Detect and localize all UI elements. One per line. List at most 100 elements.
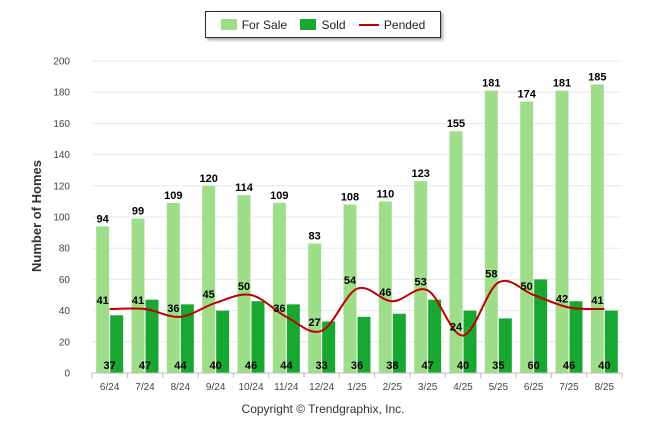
y-tick-label: 20 bbox=[59, 337, 71, 348]
x-tick-label: 9/24 bbox=[206, 382, 226, 393]
y-tick-label: 100 bbox=[53, 213, 70, 224]
for-sale-bar bbox=[484, 90, 498, 373]
x-tick-label: 6/25 bbox=[524, 382, 544, 393]
legend-label-pended: Pended bbox=[383, 17, 426, 32]
y-tick-label: 0 bbox=[64, 369, 70, 380]
for-sale-label: 120 bbox=[199, 173, 217, 185]
for-sale-swatch bbox=[220, 19, 237, 30]
for-sale-bar bbox=[449, 131, 463, 373]
pended-label: 50 bbox=[521, 281, 533, 293]
pended-swatch bbox=[358, 23, 379, 26]
pended-label: 54 bbox=[344, 275, 357, 287]
for-sale-bar bbox=[131, 218, 145, 373]
y-tick-label: 120 bbox=[53, 181, 70, 192]
for-sale-bar bbox=[96, 226, 110, 373]
y-tick-label: 80 bbox=[59, 244, 71, 255]
for-sale-label: 109 bbox=[164, 190, 182, 202]
y-tick-label: 160 bbox=[53, 119, 70, 130]
sold-label: 40 bbox=[598, 360, 610, 372]
x-tick-label: 12/24 bbox=[309, 382, 334, 393]
sold-bar bbox=[322, 321, 336, 373]
sold-bar bbox=[180, 304, 194, 373]
x-tick-label: 5/25 bbox=[489, 382, 509, 393]
sold-label: 47 bbox=[422, 360, 434, 372]
legend-item-sold[interactable]: Sold bbox=[300, 17, 346, 32]
pended-label: 27 bbox=[309, 317, 321, 329]
x-tick-label: 10/24 bbox=[238, 382, 263, 393]
sold-bar bbox=[110, 315, 124, 373]
legend-label-sold: Sold bbox=[321, 17, 346, 32]
for-sale-bar bbox=[378, 201, 392, 373]
x-tick-label: 4/25 bbox=[453, 382, 473, 393]
pended-label: 36 bbox=[167, 303, 179, 315]
sold-label: 37 bbox=[104, 360, 116, 372]
pended-label: 58 bbox=[485, 269, 497, 281]
sold-swatch bbox=[300, 19, 317, 30]
pended-label: 50 bbox=[238, 281, 250, 293]
x-tick-label: 1/25 bbox=[347, 382, 367, 393]
for-sale-bar bbox=[414, 181, 428, 373]
y-tick-label: 140 bbox=[53, 150, 70, 161]
copyright: Copyright © Trendgraphix, Inc. bbox=[241, 402, 405, 416]
y-tick-label: 40 bbox=[59, 306, 71, 317]
sold-bar bbox=[392, 313, 406, 373]
y-axis-label: Number of Homes bbox=[29, 160, 44, 272]
for-sale-bar bbox=[343, 204, 357, 373]
for-sale-label: 185 bbox=[588, 71, 606, 83]
for-sale-label: 94 bbox=[97, 213, 110, 225]
sold-bar bbox=[428, 299, 442, 373]
sold-bar bbox=[145, 299, 159, 373]
x-tick-label: 7/25 bbox=[559, 382, 579, 393]
sold-label: 46 bbox=[563, 360, 575, 372]
x-tick-label: 6/24 bbox=[100, 382, 120, 393]
sold-bar bbox=[216, 310, 230, 373]
x-axis-ticks: 6/24 7/24 8/24 9/24 10/24 11/24 12/24 1/25 2/25 3… bbox=[91, 373, 623, 393]
for-sale-bar bbox=[166, 202, 180, 373]
sold-label: 35 bbox=[492, 360, 504, 372]
legend-item-pended[interactable]: Pended bbox=[358, 17, 426, 32]
pended-label: 41 bbox=[132, 295, 144, 307]
sold-bar bbox=[604, 310, 618, 373]
for-sale-label: 181 bbox=[482, 78, 500, 90]
for-sale-label: 114 bbox=[235, 182, 254, 194]
pended-label: 45 bbox=[203, 289, 215, 301]
for-sale-bar bbox=[555, 90, 569, 373]
for-sale-label: 181 bbox=[553, 78, 571, 90]
pended-line bbox=[109, 279, 605, 337]
sold-bar bbox=[569, 301, 583, 373]
sold-label: 44 bbox=[280, 360, 293, 372]
for-sale-bar bbox=[520, 101, 534, 373]
sold-bar bbox=[286, 304, 300, 373]
sold-label: 46 bbox=[245, 360, 257, 372]
sold-bar bbox=[498, 318, 512, 373]
for-sale-label: 123 bbox=[411, 168, 429, 180]
y-tick-label: 200 bbox=[53, 57, 70, 68]
sold-label: 40 bbox=[210, 360, 222, 372]
x-tick-label: 7/24 bbox=[135, 382, 155, 393]
legend: For Sale Sold Pended bbox=[205, 11, 441, 38]
for-sale-label: 110 bbox=[376, 188, 394, 200]
x-tick-label: 8/25 bbox=[595, 382, 615, 393]
pended-label: 53 bbox=[415, 276, 427, 288]
sold-label: 38 bbox=[386, 360, 398, 372]
sold-bar bbox=[534, 279, 548, 373]
sold-bar bbox=[251, 301, 265, 373]
pended-label: 41 bbox=[97, 295, 109, 307]
sold-label: 44 bbox=[174, 360, 187, 372]
sold-label: 60 bbox=[528, 360, 540, 372]
pended-label: 46 bbox=[379, 287, 391, 299]
for-sale-bar bbox=[308, 243, 322, 373]
x-tick-label: 3/25 bbox=[418, 382, 438, 393]
legend-item-for-sale[interactable]: For Sale bbox=[220, 18, 287, 32]
sold-bar bbox=[357, 316, 371, 373]
y-tick-label: 60 bbox=[59, 275, 71, 286]
for-sale-label: 155 bbox=[447, 118, 465, 130]
for-sale-label: 174 bbox=[517, 89, 536, 101]
pended-label: 36 bbox=[273, 303, 285, 315]
data-labels: 94 37 41 99 47 41 109 44 36 120 40 45 114 46 50 109 44 36… bbox=[97, 71, 611, 372]
sold-label: 36 bbox=[351, 360, 363, 372]
x-tick-label: 2/25 bbox=[383, 382, 403, 393]
bars bbox=[96, 84, 618, 374]
pended-label: 24 bbox=[450, 322, 463, 334]
